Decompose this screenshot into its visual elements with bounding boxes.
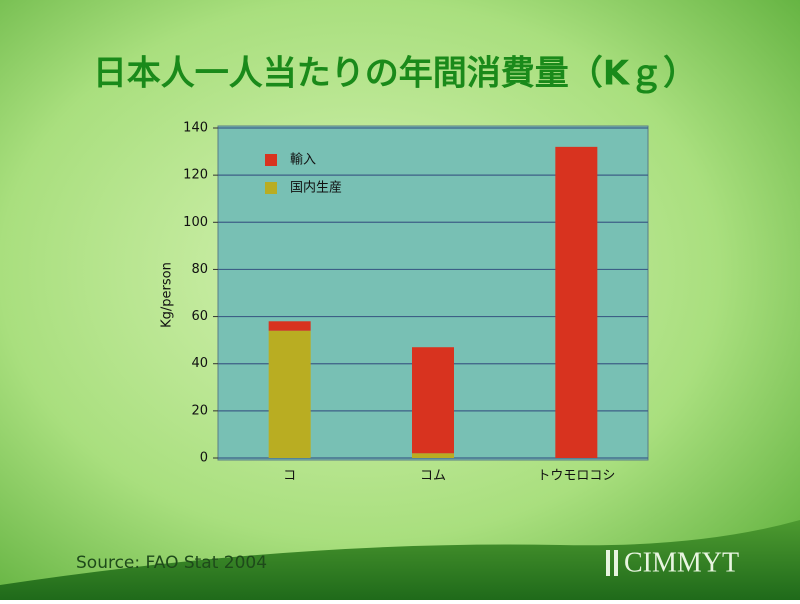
logo: CIMMYT	[606, 547, 739, 578]
x-tick-label: コ	[283, 469, 296, 484]
logo-mark	[614, 550, 618, 576]
legend-swatch	[265, 154, 277, 166]
chart-title: 日本人一人当たりの年間消費量（Kｇ）	[93, 54, 697, 94]
bar-segment	[555, 146, 598, 458]
y-axis-label: Kg/person	[160, 262, 175, 328]
y-tick-label: 60	[191, 309, 208, 324]
legend-label: 国内生産	[290, 180, 342, 196]
y-tick-label: 80	[191, 262, 208, 277]
logo-text: CIMMYT	[624, 547, 739, 578]
y-tick-label: 140	[183, 121, 208, 136]
legend-swatch	[265, 182, 277, 194]
bar-segment	[412, 347, 454, 454]
y-tick-label: 0	[200, 451, 208, 466]
y-tick-label: 120	[183, 168, 208, 183]
y-tick-label: 20	[191, 403, 208, 418]
x-tick-label: トウモロコシ	[537, 469, 615, 484]
bar-segment	[268, 330, 311, 458]
y-tick-label: 40	[191, 356, 208, 371]
logo-mark	[606, 550, 610, 576]
legend-label: 輸入	[290, 153, 316, 168]
bar-segment	[268, 321, 311, 331]
bar-segment	[412, 453, 454, 458]
x-tick-label: コム	[420, 469, 446, 484]
footer-wave	[0, 520, 800, 600]
source: Source: FAO Stat 2004	[76, 553, 267, 573]
y-tick-label: 100	[183, 215, 208, 230]
